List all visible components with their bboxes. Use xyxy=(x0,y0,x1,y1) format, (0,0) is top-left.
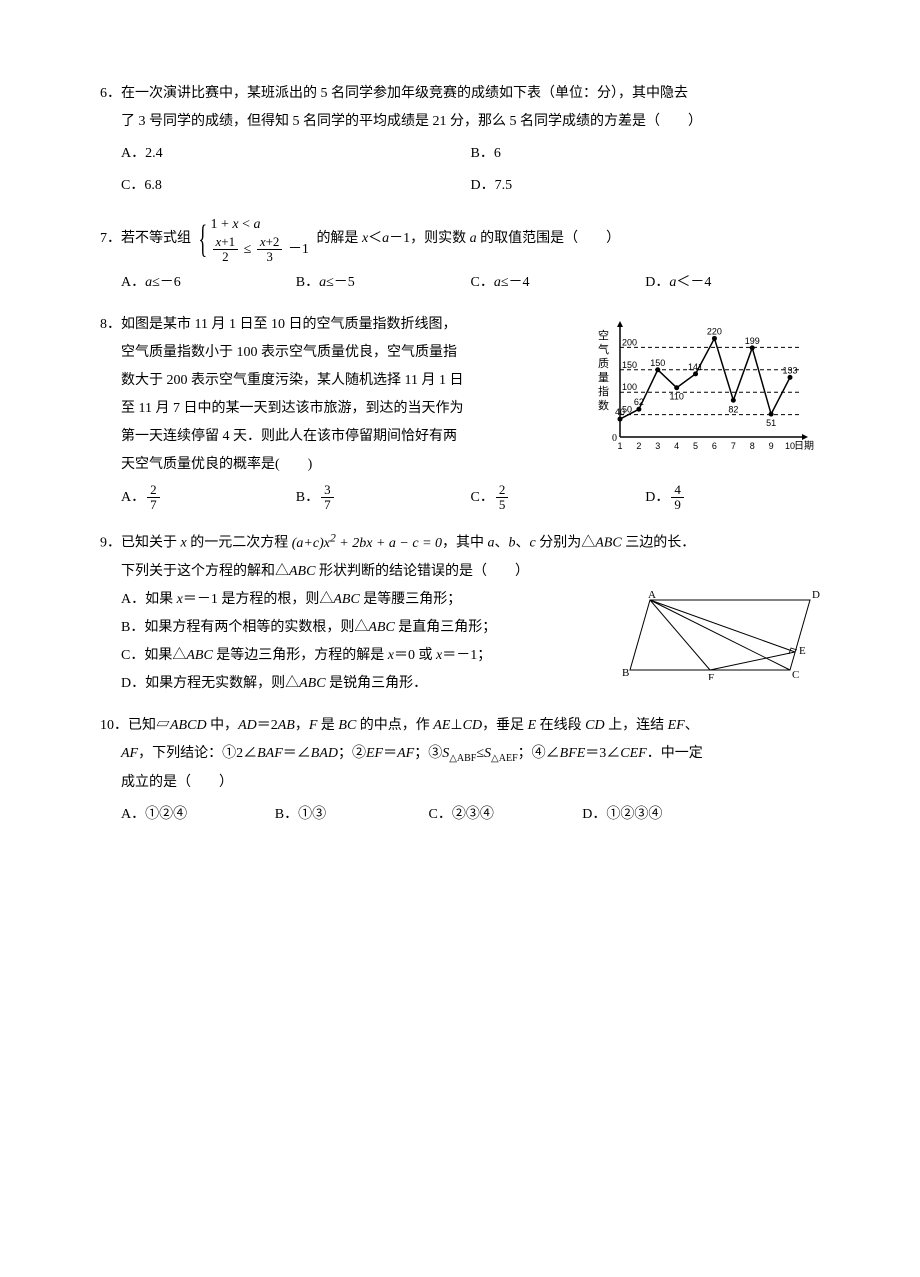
q7-pre: 7．若不等式组 xyxy=(100,225,191,253)
question-9: 9．已知关于 x 的一元二次方程 (a+c)x2 + 2bx + a − c =… xyxy=(100,526,820,698)
svg-text:质: 质 xyxy=(598,357,609,370)
svg-text:数: 数 xyxy=(598,399,609,412)
svg-text:日期: 日期 xyxy=(794,440,814,452)
q10-options: A．①②④ B．①③ C．②③④ D．①②③④ xyxy=(100,801,820,829)
svg-text:100: 100 xyxy=(622,382,637,392)
q10-opt-c: C．②③④ xyxy=(429,801,583,829)
q9-figure: A D B C F E xyxy=(620,590,820,691)
svg-text:7: 7 xyxy=(731,441,736,451)
q6-opt-d: D．7.5 xyxy=(471,172,821,200)
svg-text:3: 3 xyxy=(655,441,660,451)
svg-text:4: 4 xyxy=(674,441,679,451)
q7-opt-a: A．a≤－6 xyxy=(121,269,296,297)
q8-opt-c: C．25 xyxy=(471,483,646,513)
q7-opt-b: B．a≤－5 xyxy=(296,269,471,297)
q6-options-row1: A．2.4 B．6 xyxy=(100,140,820,168)
question-7: 7．若不等式组 1 + x < a x+12 ≤ x+23 －1 的解是 x＜a… xyxy=(100,214,820,297)
q6-opt-a: A．2.4 xyxy=(121,140,471,168)
svg-text:40: 40 xyxy=(615,407,625,417)
svg-text:8: 8 xyxy=(750,441,755,451)
question-10: 10．已知▱ABCD 中，AD＝2AB，F 是 BC 的中点，作 AE⊥CD，垂… xyxy=(100,712,820,829)
q7-post: 的解是 x＜a－1，则实数 a 的取值范围是（ ） xyxy=(316,225,620,253)
svg-text:150: 150 xyxy=(650,357,665,367)
q9-line1: 9．已知关于 x 的一元二次方程 (a+c)x2 + 2bx + a − c =… xyxy=(100,526,820,558)
svg-text:E: E xyxy=(799,645,806,657)
q10-opt-a: A．①②④ xyxy=(121,801,275,829)
svg-text:82: 82 xyxy=(728,404,738,414)
svg-text:0: 0 xyxy=(612,433,617,444)
q10-opt-b: B．①③ xyxy=(275,801,429,829)
q7-frac1: x+12 xyxy=(213,235,239,265)
q8-chart: 空气质量指数50100150200012345678910日期406215011… xyxy=(590,315,820,466)
q6-options-row2: C．6.8 D．7.5 xyxy=(100,172,820,200)
q8-opt-b: B．37 xyxy=(296,483,471,513)
svg-text:量: 量 xyxy=(598,371,609,384)
q8-opt-a: A．27 xyxy=(121,483,296,513)
q7-opt-d: D．a＜－4 xyxy=(645,269,820,297)
q10-opt-d: D．①②③④ xyxy=(582,801,820,829)
svg-text:指: 指 xyxy=(598,384,609,398)
svg-text:D: D xyxy=(812,590,820,601)
svg-text:200: 200 xyxy=(622,337,637,347)
svg-text:A: A xyxy=(648,590,656,601)
svg-text:199: 199 xyxy=(745,335,760,345)
q8-options: A．27 B．37 C．25 D．49 xyxy=(100,483,820,513)
q6-line1: 6．在一次演讲比赛中，某班派出的 5 名同学参加年级竞赛的成绩如下表（单位：分）… xyxy=(100,80,820,108)
q7-opt-c: C．a≤－4 xyxy=(471,269,646,297)
q7-frac2: x+23 xyxy=(257,235,283,265)
question-8: 空气质量指数50100150200012345678910日期406215011… xyxy=(100,311,820,513)
q10-line1: 10．已知▱ABCD 中，AD＝2AB，F 是 BC 的中点，作 AE⊥CD，垂… xyxy=(100,712,820,740)
q9-figure-svg: A D B C F E xyxy=(620,590,820,680)
q6-opt-c: C．6.8 xyxy=(121,172,471,200)
svg-text:F: F xyxy=(708,672,714,680)
svg-text:220: 220 xyxy=(707,326,722,336)
q8-opt-d: D．49 xyxy=(645,483,820,513)
svg-text:C: C xyxy=(792,669,799,680)
svg-text:6: 6 xyxy=(712,441,717,451)
q7-sys-line1: 1 + x < a xyxy=(211,214,309,235)
q7-sys-line2: x+12 ≤ x+23 －1 xyxy=(211,235,309,265)
svg-text:5: 5 xyxy=(693,441,698,451)
svg-text:2: 2 xyxy=(636,441,641,451)
q8-chart-svg: 空气质量指数50100150200012345678910日期406215011… xyxy=(590,315,820,455)
svg-text:气: 气 xyxy=(598,342,609,356)
svg-text:150: 150 xyxy=(622,359,637,369)
q7-stem: 7．若不等式组 1 + x < a x+12 ≤ x+23 －1 的解是 x＜a… xyxy=(100,214,820,265)
q6-opt-b: B．6 xyxy=(471,140,821,168)
svg-text:1: 1 xyxy=(617,441,622,451)
svg-text:110: 110 xyxy=(669,391,683,401)
q7-options: A．a≤－6 B．a≤－5 C．a≤－4 D．a＜－4 xyxy=(100,269,820,297)
q6-line2: 了 3 号同学的成绩，但得知 5 名同学的平均成绩是 21 分，那么 5 名同学… xyxy=(100,108,820,136)
q9-line2: 下列关于这个方程的解和△ABC 形状判断的结论错误的是（ ） xyxy=(100,558,820,586)
svg-text:141: 141 xyxy=(688,361,703,371)
svg-text:51: 51 xyxy=(766,418,776,428)
svg-text:133: 133 xyxy=(782,365,797,375)
q10-line3: 成立的是（ ） xyxy=(100,769,820,797)
question-6: 6．在一次演讲比赛中，某班派出的 5 名同学参加年级竞赛的成绩如下表（单位：分）… xyxy=(100,80,820,200)
q10-line2: AF，下列结论：①2∠BAF＝∠BAD；②EF＝AF；③S△ABF≤S△AEF；… xyxy=(100,740,820,769)
svg-text:B: B xyxy=(622,667,629,679)
q9-equation: (a+c)x2 + 2bx + a − c = 0 xyxy=(292,536,442,551)
svg-text:空: 空 xyxy=(598,328,609,342)
svg-text:9: 9 xyxy=(769,441,774,451)
q7-system: 1 + x < a x+12 ≤ x+23 －1 xyxy=(199,214,309,265)
svg-text:62: 62 xyxy=(634,397,644,407)
